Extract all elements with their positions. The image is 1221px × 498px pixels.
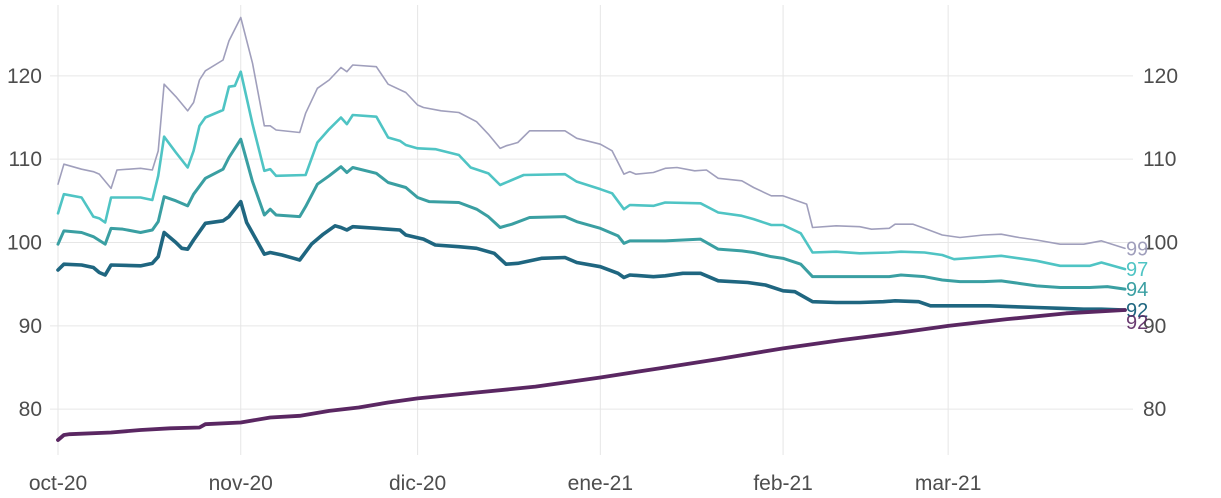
- series-line-5: [56, 308, 1127, 442]
- series-end-label: 99: [1126, 238, 1148, 260]
- x-axis: oct-20 nov-20 dic-20 ene-21 feb-21 mar-21: [29, 472, 982, 495]
- x-tick-label: feb-21: [753, 472, 813, 495]
- y-tick-label-right: 80: [1143, 398, 1166, 421]
- series-end-label: 92: [1126, 312, 1148, 334]
- series-line-3: [56, 137, 1127, 291]
- right-y-axis: 80 90 100 110 120: [1143, 65, 1178, 421]
- series-line-4: [56, 199, 1127, 312]
- series-line-2: [56, 70, 1127, 271]
- y-tick-label-right: 120: [1143, 65, 1178, 88]
- x-tick-label: oct-20: [29, 472, 87, 495]
- y-tick-label-left: 110: [9, 148, 42, 171]
- x-tick-label: nov-20: [209, 472, 273, 495]
- y-tick-label-left: 100: [7, 232, 42, 255]
- series-end-label: 92: [1126, 300, 1148, 322]
- series-end-label: 94: [1126, 279, 1148, 301]
- left-y-axis: 80 90 100 110 120: [7, 65, 42, 421]
- y-tick-label-right: 90: [1143, 315, 1166, 338]
- y-tick-label-left: 80: [19, 398, 42, 421]
- y-tick-label-right: 110: [1143, 148, 1176, 171]
- gridlines: [50, 5, 1133, 455]
- y-tick-label-right: 100: [1143, 232, 1178, 255]
- series-end-label: 97: [1126, 259, 1148, 281]
- x-tick-label: ene-21: [568, 472, 633, 495]
- x-tick-label: dic-20: [389, 472, 446, 495]
- y-tick-label-left: 120: [7, 65, 42, 88]
- series-lines: [56, 16, 1127, 442]
- x-tick-label: mar-21: [915, 472, 982, 495]
- y-tick-label-left: 90: [19, 315, 42, 338]
- series-line-1: [57, 16, 1126, 250]
